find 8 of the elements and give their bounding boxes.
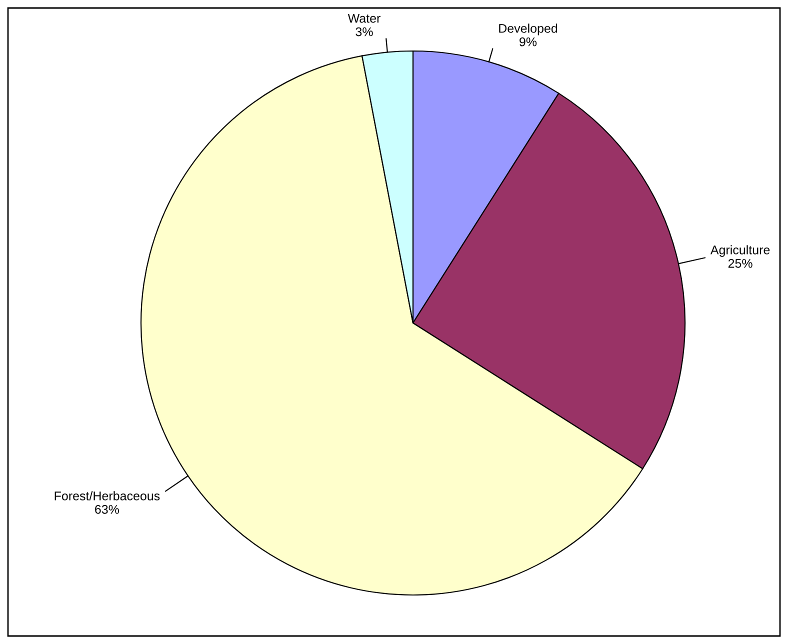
data-label: 3% <box>356 27 373 36</box>
slice-label: Developed <box>499 24 558 36</box>
slice-label: Forest/Herbaceous <box>54 491 160 500</box>
slice-label: Water <box>348 14 380 23</box>
data-label: 25% <box>728 258 752 268</box>
data-label: 9% <box>520 37 537 46</box>
slice-label: Agriculture <box>710 245 770 257</box>
data-label: 63% <box>95 504 120 514</box>
